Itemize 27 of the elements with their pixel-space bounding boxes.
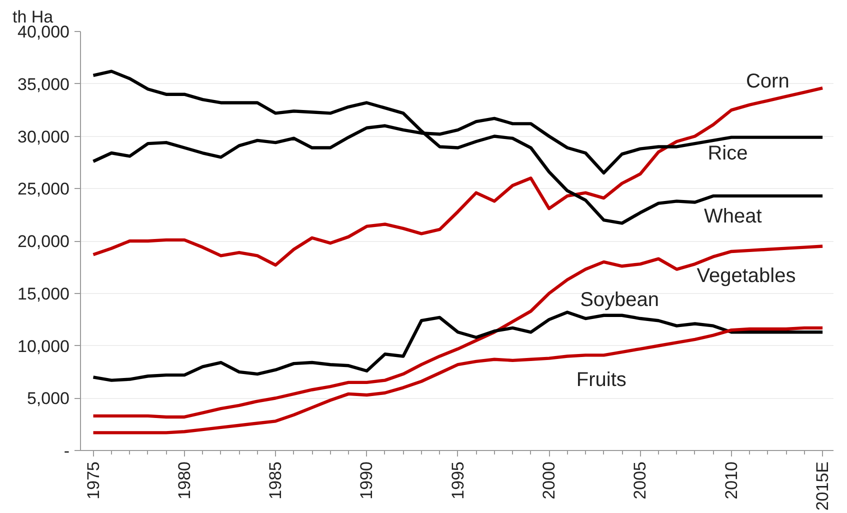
- x-tick-label: 1980: [174, 461, 194, 500]
- line-series: [92, 86, 824, 267]
- y-tick-label: 15,000: [18, 284, 70, 304]
- y-tick-label: 35,000: [18, 74, 70, 94]
- y-tick-label: 25,000: [18, 180, 70, 199]
- series-label: Rice: [708, 142, 748, 165]
- y-tick-label: 10,000: [18, 336, 70, 356]
- y-tick-label: 30,000: [18, 127, 70, 146]
- x-tick-label: 2005: [630, 461, 650, 500]
- x-tick-label: 1995: [448, 461, 468, 500]
- line-series: [92, 326, 824, 434]
- x-tick-label: 2010: [722, 461, 741, 500]
- y-tick-label: 5,000: [26, 389, 70, 408]
- series-label: Wheat: [704, 205, 762, 228]
- y-tick-label: 20,000: [18, 232, 70, 251]
- x-tick-label: 1975: [84, 461, 103, 500]
- series-label: Vegetables: [696, 265, 796, 288]
- series-label: Corn: [746, 70, 790, 92]
- series-label: Soybean: [580, 289, 660, 312]
- x-tick-label: 1990: [357, 461, 376, 500]
- line-series: [92, 244, 824, 419]
- x-tick-label: 2000: [540, 461, 559, 500]
- x-tick-label: 1985: [266, 461, 286, 500]
- x-tick-label: 2015E: [813, 461, 832, 511]
- line-series: [92, 70, 824, 225]
- series-label: Fruits: [576, 368, 626, 391]
- y-tick-label: -: [64, 442, 70, 460]
